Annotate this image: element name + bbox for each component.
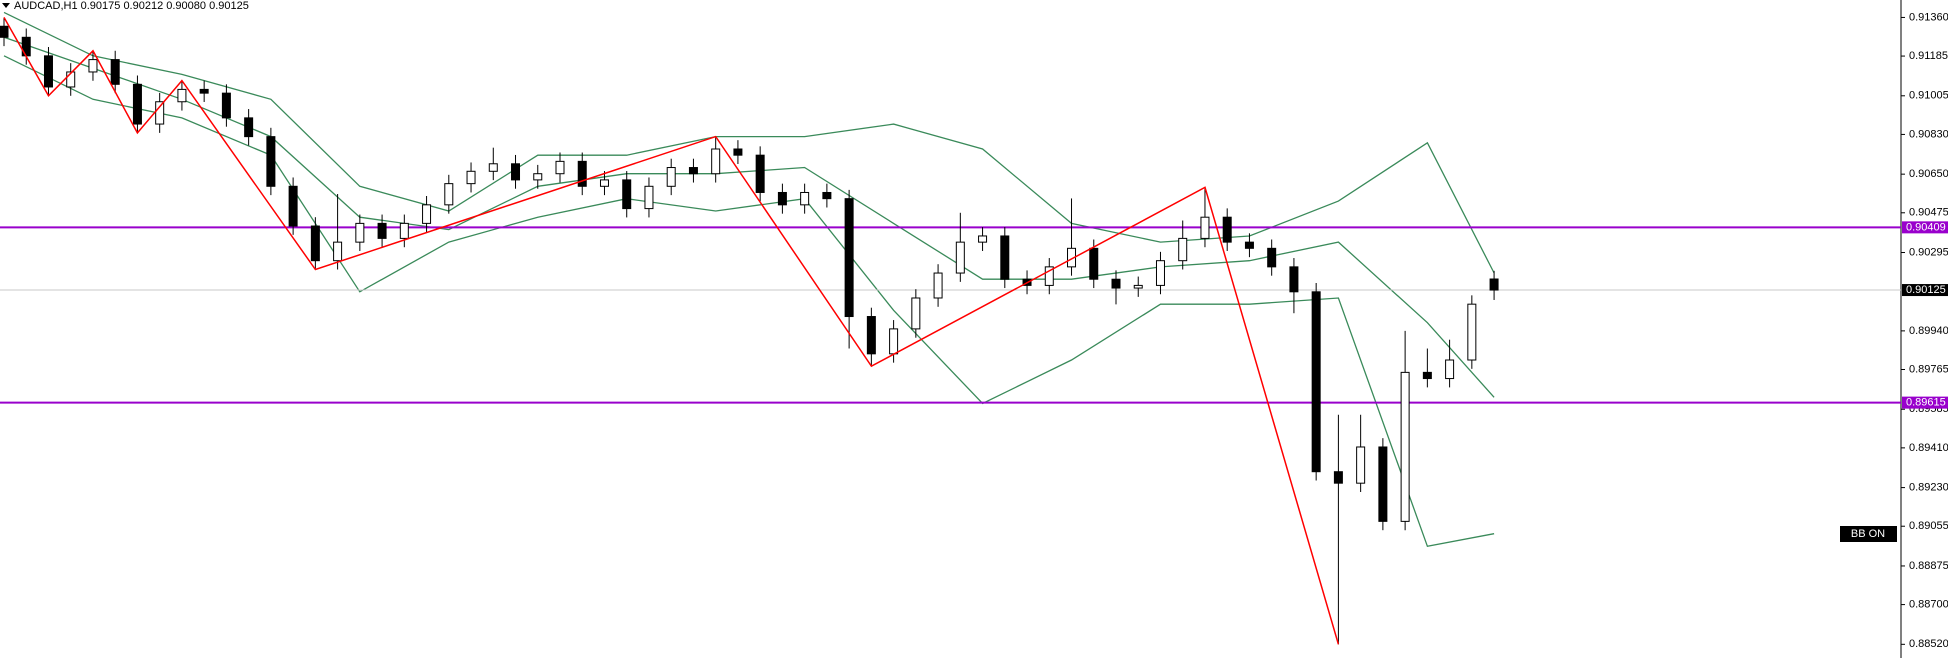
candle-body (599, 179, 609, 187)
candle-body (1311, 291, 1321, 473)
y-tick-label: 0.90650 (1909, 168, 1948, 180)
candle-body (1267, 247, 1277, 268)
candle-body (533, 173, 543, 181)
candle-body (1489, 278, 1499, 291)
candle-body (1356, 446, 1366, 484)
bollinger-upper (3, 11, 1495, 274)
candle-body (1400, 371, 1410, 522)
candle-body (1155, 260, 1165, 286)
candle-body (333, 241, 343, 262)
y-tick-label: 0.89230 (1909, 482, 1948, 494)
candle-body (422, 204, 432, 224)
y-tick-label: 0.91360 (1909, 11, 1948, 23)
level-label: 0.90409 (1906, 221, 1946, 233)
candle-body (1222, 216, 1232, 243)
candle-body (488, 163, 498, 172)
last-price-box (1902, 284, 1948, 297)
y-tick-label: 0.89055 (1909, 520, 1948, 532)
candle-body (555, 160, 565, 175)
candle-body (800, 191, 810, 206)
candle-body (644, 185, 654, 210)
candle-body (622, 179, 632, 210)
candle-body (911, 297, 921, 330)
candle-body (1000, 235, 1010, 280)
candle-body (822, 191, 832, 200)
candle-body (199, 88, 209, 94)
candle-body (511, 163, 521, 181)
y-tick-label: 0.90475 (1909, 207, 1948, 219)
candle-body (933, 272, 943, 299)
candle-body (155, 101, 165, 125)
badge-label: BB ON (1851, 528, 1885, 540)
candle-body (266, 136, 276, 187)
y-tick-label: 0.88875 (1909, 560, 1948, 572)
candle-body (1133, 284, 1143, 289)
candle-body (88, 59, 98, 73)
chart-header: AUDCAD,H1 0.90175 0.90212 0.90080 0.9012… (14, 0, 249, 12)
candle-body (288, 185, 298, 227)
candle-body (110, 59, 120, 85)
level-label: 0.89615 (1906, 397, 1946, 409)
candle-body (1378, 446, 1388, 522)
candle-body (1244, 241, 1254, 249)
y-tick-label: 0.91185 (1909, 50, 1948, 62)
candle-body (177, 88, 187, 103)
y-tick-label: 0.88700 (1909, 598, 1948, 610)
candle-body (889, 328, 899, 355)
candle-body (666, 167, 676, 187)
candle-body (1467, 303, 1477, 361)
candle-body (444, 183, 454, 206)
candle-body (132, 83, 142, 125)
candle-body (66, 71, 76, 88)
candle-body (377, 222, 387, 239)
candle-body (43, 55, 53, 88)
candle-body (1445, 359, 1455, 380)
y-tick-label: 0.91005 (1909, 90, 1948, 102)
level-label-box (1902, 221, 1948, 234)
candle-body (466, 170, 476, 185)
level-label-box (1902, 396, 1948, 409)
candle-body (221, 92, 231, 119)
candle-body (1422, 371, 1432, 380)
candle-body (844, 198, 854, 318)
zigzag-line (3, 17, 1340, 645)
candle-body (399, 222, 409, 239)
candle-body (978, 235, 988, 243)
candle-body (355, 222, 365, 243)
candle-body (1044, 266, 1054, 286)
candle-body (733, 148, 743, 156)
candle-body (0, 25, 9, 38)
candle-body (866, 316, 876, 355)
badge-box (1840, 526, 1897, 542)
candle-body (1178, 237, 1188, 262)
candle-body (1200, 216, 1210, 239)
y-tick-label: 0.90830 (1909, 128, 1948, 140)
y-tick-label: 0.89765 (1909, 363, 1948, 375)
y-tick-label: 0.90295 (1909, 246, 1948, 258)
candle-body (1333, 471, 1343, 484)
candle-body (577, 160, 587, 187)
last-price-label: 0.90125 (1906, 284, 1946, 296)
candle-body (755, 154, 765, 193)
menu-triangle[interactable] (2, 3, 10, 8)
candle-body (1089, 247, 1099, 280)
candle-body (1111, 278, 1121, 289)
y-tick-label: 0.88520 (1909, 638, 1948, 650)
candle-body (1289, 266, 1299, 293)
bollinger-lower (3, 55, 1495, 548)
candle-body (777, 191, 787, 206)
y-tick-label: 0.89410 (1909, 442, 1948, 454)
candle-body (688, 167, 698, 175)
candle-body (310, 225, 320, 262)
y-tick-label: 0.89940 (1909, 325, 1948, 337)
candle-body (244, 117, 254, 138)
candle-body (711, 148, 721, 175)
candle-body (955, 241, 965, 274)
